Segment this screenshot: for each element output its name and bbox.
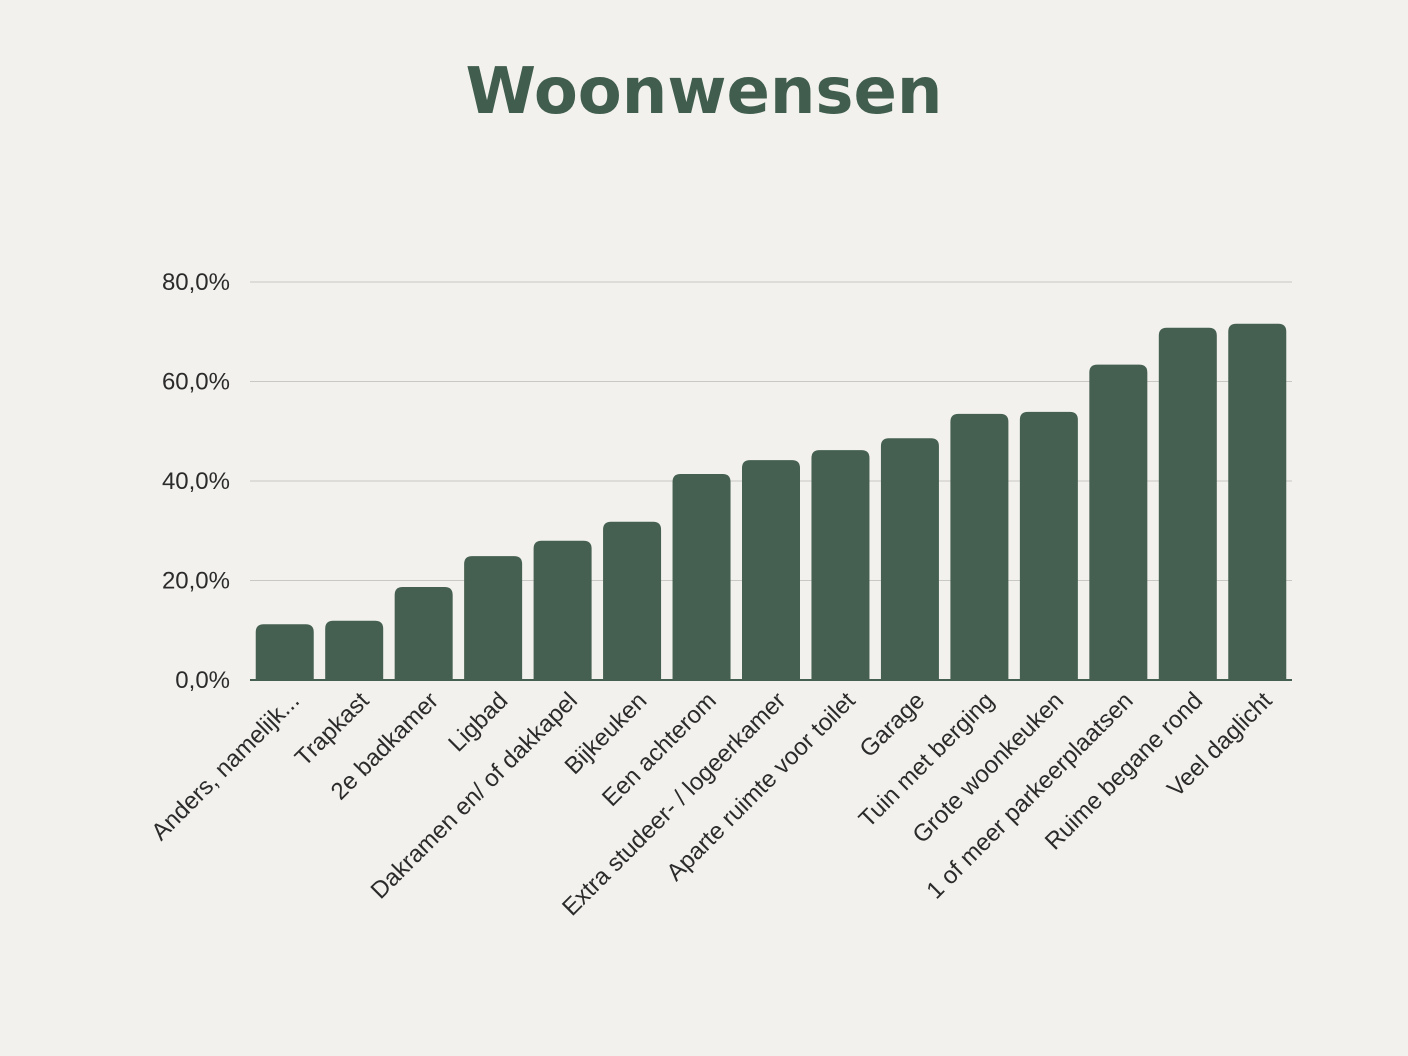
- bar: [1228, 323, 1287, 680]
- bar: [255, 624, 314, 680]
- bar: [603, 521, 662, 680]
- bar: [880, 438, 939, 680]
- y-tick-label: 0,0%: [175, 667, 230, 694]
- bar: [811, 450, 870, 680]
- bar: [742, 460, 800, 680]
- chart-title: Woonwensen: [465, 55, 943, 129]
- y-tick-label: 20,0%: [162, 568, 230, 595]
- bar: [394, 586, 453, 680]
- bar: [533, 540, 592, 680]
- bar: [1019, 411, 1078, 680]
- bar: [1089, 364, 1148, 680]
- y-tick-label: 80,0%: [162, 269, 230, 296]
- bar: [325, 620, 384, 680]
- bar: [464, 556, 523, 680]
- y-tick-label: 40,0%: [162, 468, 230, 495]
- y-tick-label: 60,0%: [162, 369, 230, 396]
- x-category-label: Anders, namelijk...: [146, 687, 305, 846]
- bar: [1158, 327, 1217, 680]
- bar: [950, 413, 1009, 680]
- bar: [672, 474, 731, 680]
